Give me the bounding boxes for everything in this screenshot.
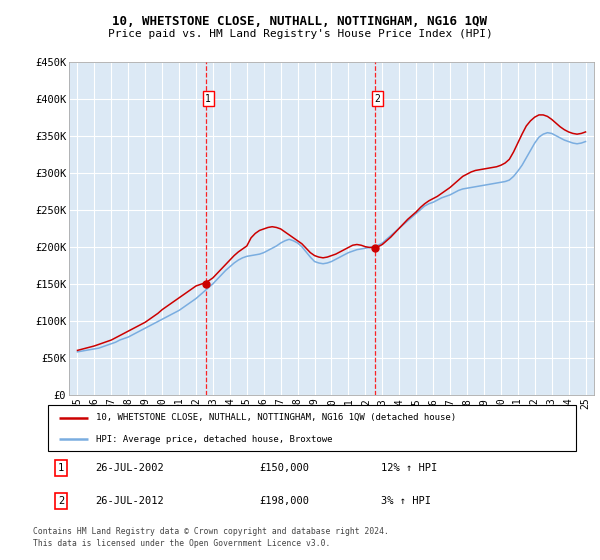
Text: £198,000: £198,000: [259, 496, 309, 506]
Text: 12% ↑ HPI: 12% ↑ HPI: [380, 463, 437, 473]
Text: 2: 2: [374, 94, 380, 104]
Text: HPI: Average price, detached house, Broxtowe: HPI: Average price, detached house, Brox…: [95, 435, 332, 444]
Text: 26-JUL-2012: 26-JUL-2012: [95, 496, 164, 506]
Text: 1: 1: [205, 94, 211, 104]
Text: 3% ↑ HPI: 3% ↑ HPI: [380, 496, 431, 506]
Text: 2: 2: [58, 496, 64, 506]
Text: Contains HM Land Registry data © Crown copyright and database right 2024.: Contains HM Land Registry data © Crown c…: [33, 528, 389, 536]
Text: 26-JUL-2002: 26-JUL-2002: [95, 463, 164, 473]
Text: Price paid vs. HM Land Registry's House Price Index (HPI): Price paid vs. HM Land Registry's House …: [107, 29, 493, 39]
FancyBboxPatch shape: [48, 405, 576, 451]
Text: 1: 1: [58, 463, 64, 473]
Text: £150,000: £150,000: [259, 463, 309, 473]
Text: This data is licensed under the Open Government Licence v3.0.: This data is licensed under the Open Gov…: [33, 539, 331, 548]
Text: 10, WHETSTONE CLOSE, NUTHALL, NOTTINGHAM, NG16 1QW (detached house): 10, WHETSTONE CLOSE, NUTHALL, NOTTINGHAM…: [95, 413, 455, 422]
Text: 10, WHETSTONE CLOSE, NUTHALL, NOTTINGHAM, NG16 1QW: 10, WHETSTONE CLOSE, NUTHALL, NOTTINGHAM…: [113, 15, 487, 28]
